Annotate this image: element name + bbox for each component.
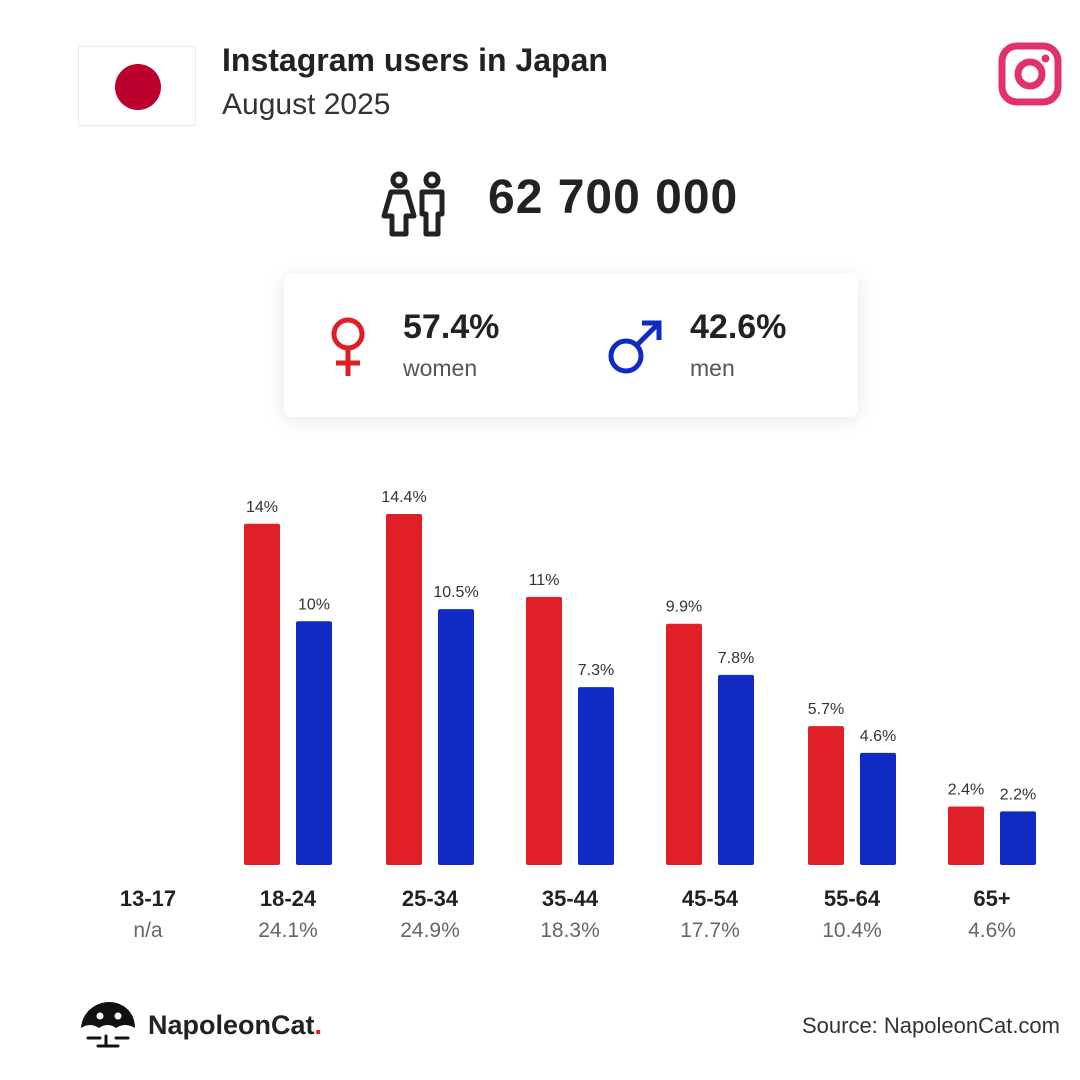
data-label-men-65+: 2.2% — [1000, 786, 1036, 803]
bar-women-35-44 — [526, 596, 562, 865]
bar-men-25-34 — [438, 609, 474, 865]
japan-flag-icon — [78, 46, 196, 126]
age-group-label-55-64: 55-64 — [824, 886, 881, 911]
age-group-total-55-64: 10.4% — [822, 919, 882, 942]
female-symbol-icon — [331, 317, 365, 376]
age-group-label-65+: 65+ — [973, 886, 1010, 911]
bar-men-45-54 — [718, 674, 754, 865]
women-label: women — [403, 355, 478, 381]
women-percentage: 57.4% — [403, 308, 500, 346]
age-group-total-65+: 4.6% — [968, 919, 1016, 942]
age-group-label-45-54: 45-54 — [682, 886, 739, 911]
bar-men-65+ — [1000, 811, 1036, 865]
age-gender-bar-chart: 13-17 n/a 14% 10% 18-24 24.1% 14.4% 10.5% 25-34 2… — [120, 489, 1036, 942]
page-subtitle: August 2025 — [222, 88, 391, 121]
age-group-total-45-54: 17.7% — [680, 919, 740, 942]
instagram-icon — [998, 42, 1062, 106]
data-label-men-35-44: 7.3% — [578, 662, 614, 679]
bar-women-25-34 — [386, 514, 422, 865]
data-label-men-25-34: 10.5% — [433, 584, 478, 601]
gender-split-card: 57.4% women 42.6% men — [284, 274, 858, 417]
source-credit: Source: NapoleonCat.com — [801, 1013, 1060, 1038]
data-label-women-35-44: 11% — [529, 572, 560, 589]
data-label-men-55-64: 4.6% — [860, 728, 896, 745]
data-label-women-25-34: 14.4% — [381, 489, 426, 506]
page-title: Instagram users in Japan — [222, 42, 608, 78]
male-symbol-icon — [608, 320, 662, 374]
brand-name-dot: . — [314, 1010, 323, 1040]
flag-sun-disc — [115, 64, 161, 110]
data-label-men-18-24: 10% — [298, 596, 330, 613]
age-group-total-18-24: 24.1% — [258, 919, 318, 942]
bar-women-65+ — [948, 806, 984, 865]
age-group-label-35-44: 35-44 — [542, 886, 599, 911]
age-group-label-18-24: 18-24 — [260, 886, 317, 911]
brand-name: NapoleonCat. — [148, 1010, 322, 1041]
napoleoncat-logo-icon — [81, 1002, 135, 1048]
bar-women-45-54 — [666, 623, 702, 865]
data-label-women-65+: 2.4% — [948, 782, 984, 799]
bar-men-35-44 — [578, 687, 614, 865]
total-users-count: 62 700 000 — [488, 171, 739, 224]
men-label: men — [690, 355, 735, 381]
data-label-women-18-24: 14% — [246, 499, 278, 516]
bar-men-55-64 — [860, 752, 896, 865]
age-group-total-13-17: n/a — [133, 919, 163, 942]
users-icon — [381, 171, 445, 237]
data-label-women-45-54: 9.9% — [666, 599, 702, 616]
brand-name-text: NapoleonCat — [148, 1010, 315, 1040]
bar-men-18-24 — [296, 621, 332, 865]
bar-women-18-24 — [244, 523, 280, 865]
age-group-label-25-34: 25-34 — [402, 886, 459, 911]
bar-women-55-64 — [808, 726, 844, 865]
data-label-women-55-64: 5.7% — [808, 701, 844, 718]
men-percentage: 42.6% — [690, 308, 787, 346]
age-group-label-13-17: 13-17 — [120, 886, 176, 911]
age-group-total-25-34: 24.9% — [400, 919, 460, 942]
data-label-men-45-54: 7.8% — [718, 650, 754, 667]
age-group-total-35-44: 18.3% — [540, 919, 600, 942]
